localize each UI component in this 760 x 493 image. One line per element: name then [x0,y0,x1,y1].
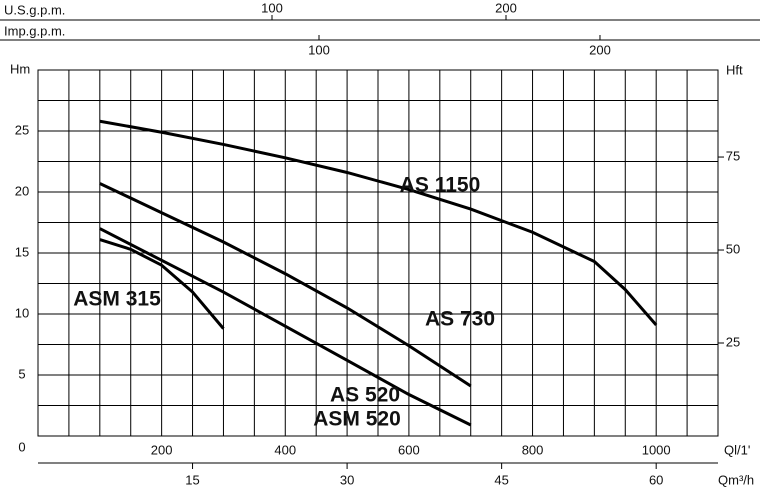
curve-label: AS 1150 [400,174,481,197]
x-tick-label: 800 [522,442,544,457]
curve-label: ASM 315 [73,288,161,311]
x-tick-label: 400 [274,442,296,457]
y2-axis-label: Hft [726,62,743,77]
top-axis-label: Imp.g.p.m. [4,23,65,38]
y-axis-label: Hm [10,61,30,76]
annotation: ASM 520 [313,408,401,431]
plot-frame [37,69,719,437]
y-tick-label: 15 [15,244,29,259]
y-tick-label: 25 [15,122,29,137]
y-tick-label: 20 [15,183,29,198]
y2-tick-label: 25 [726,334,740,349]
x2-tick-label: 45 [494,472,508,487]
y-tick-label: 0 [18,439,25,454]
curve [99,119,658,326]
x-tick-label: 1000 [642,442,671,457]
curve [99,238,225,330]
top-tick-label: 100 [308,42,330,57]
y-tick-label: 5 [18,366,25,381]
x2-tick-label: 60 [649,472,663,487]
curve [99,182,472,388]
top-tick-label: 200 [589,42,611,57]
x2-axis-label: Qm³/h [718,472,754,487]
x-axis-label: Ql/1' [724,442,750,457]
x2-tick-label: 15 [185,472,199,487]
y2-tick-label: 50 [726,241,740,256]
top-axis-label: U.S.g.p.m. [4,2,65,17]
curve-label: AS 730 [425,308,495,331]
top-tick-label: 100 [261,0,283,15]
curve-label: AS 520 [330,384,400,407]
y-tick-label: 10 [15,305,29,320]
x2-tick-label: 30 [340,472,354,487]
top-tick-label: 200 [495,0,517,15]
curve [99,227,472,427]
x-tick-label: 200 [151,442,173,457]
y2-tick-label: 75 [726,148,740,163]
x-tick-label: 600 [398,442,420,457]
